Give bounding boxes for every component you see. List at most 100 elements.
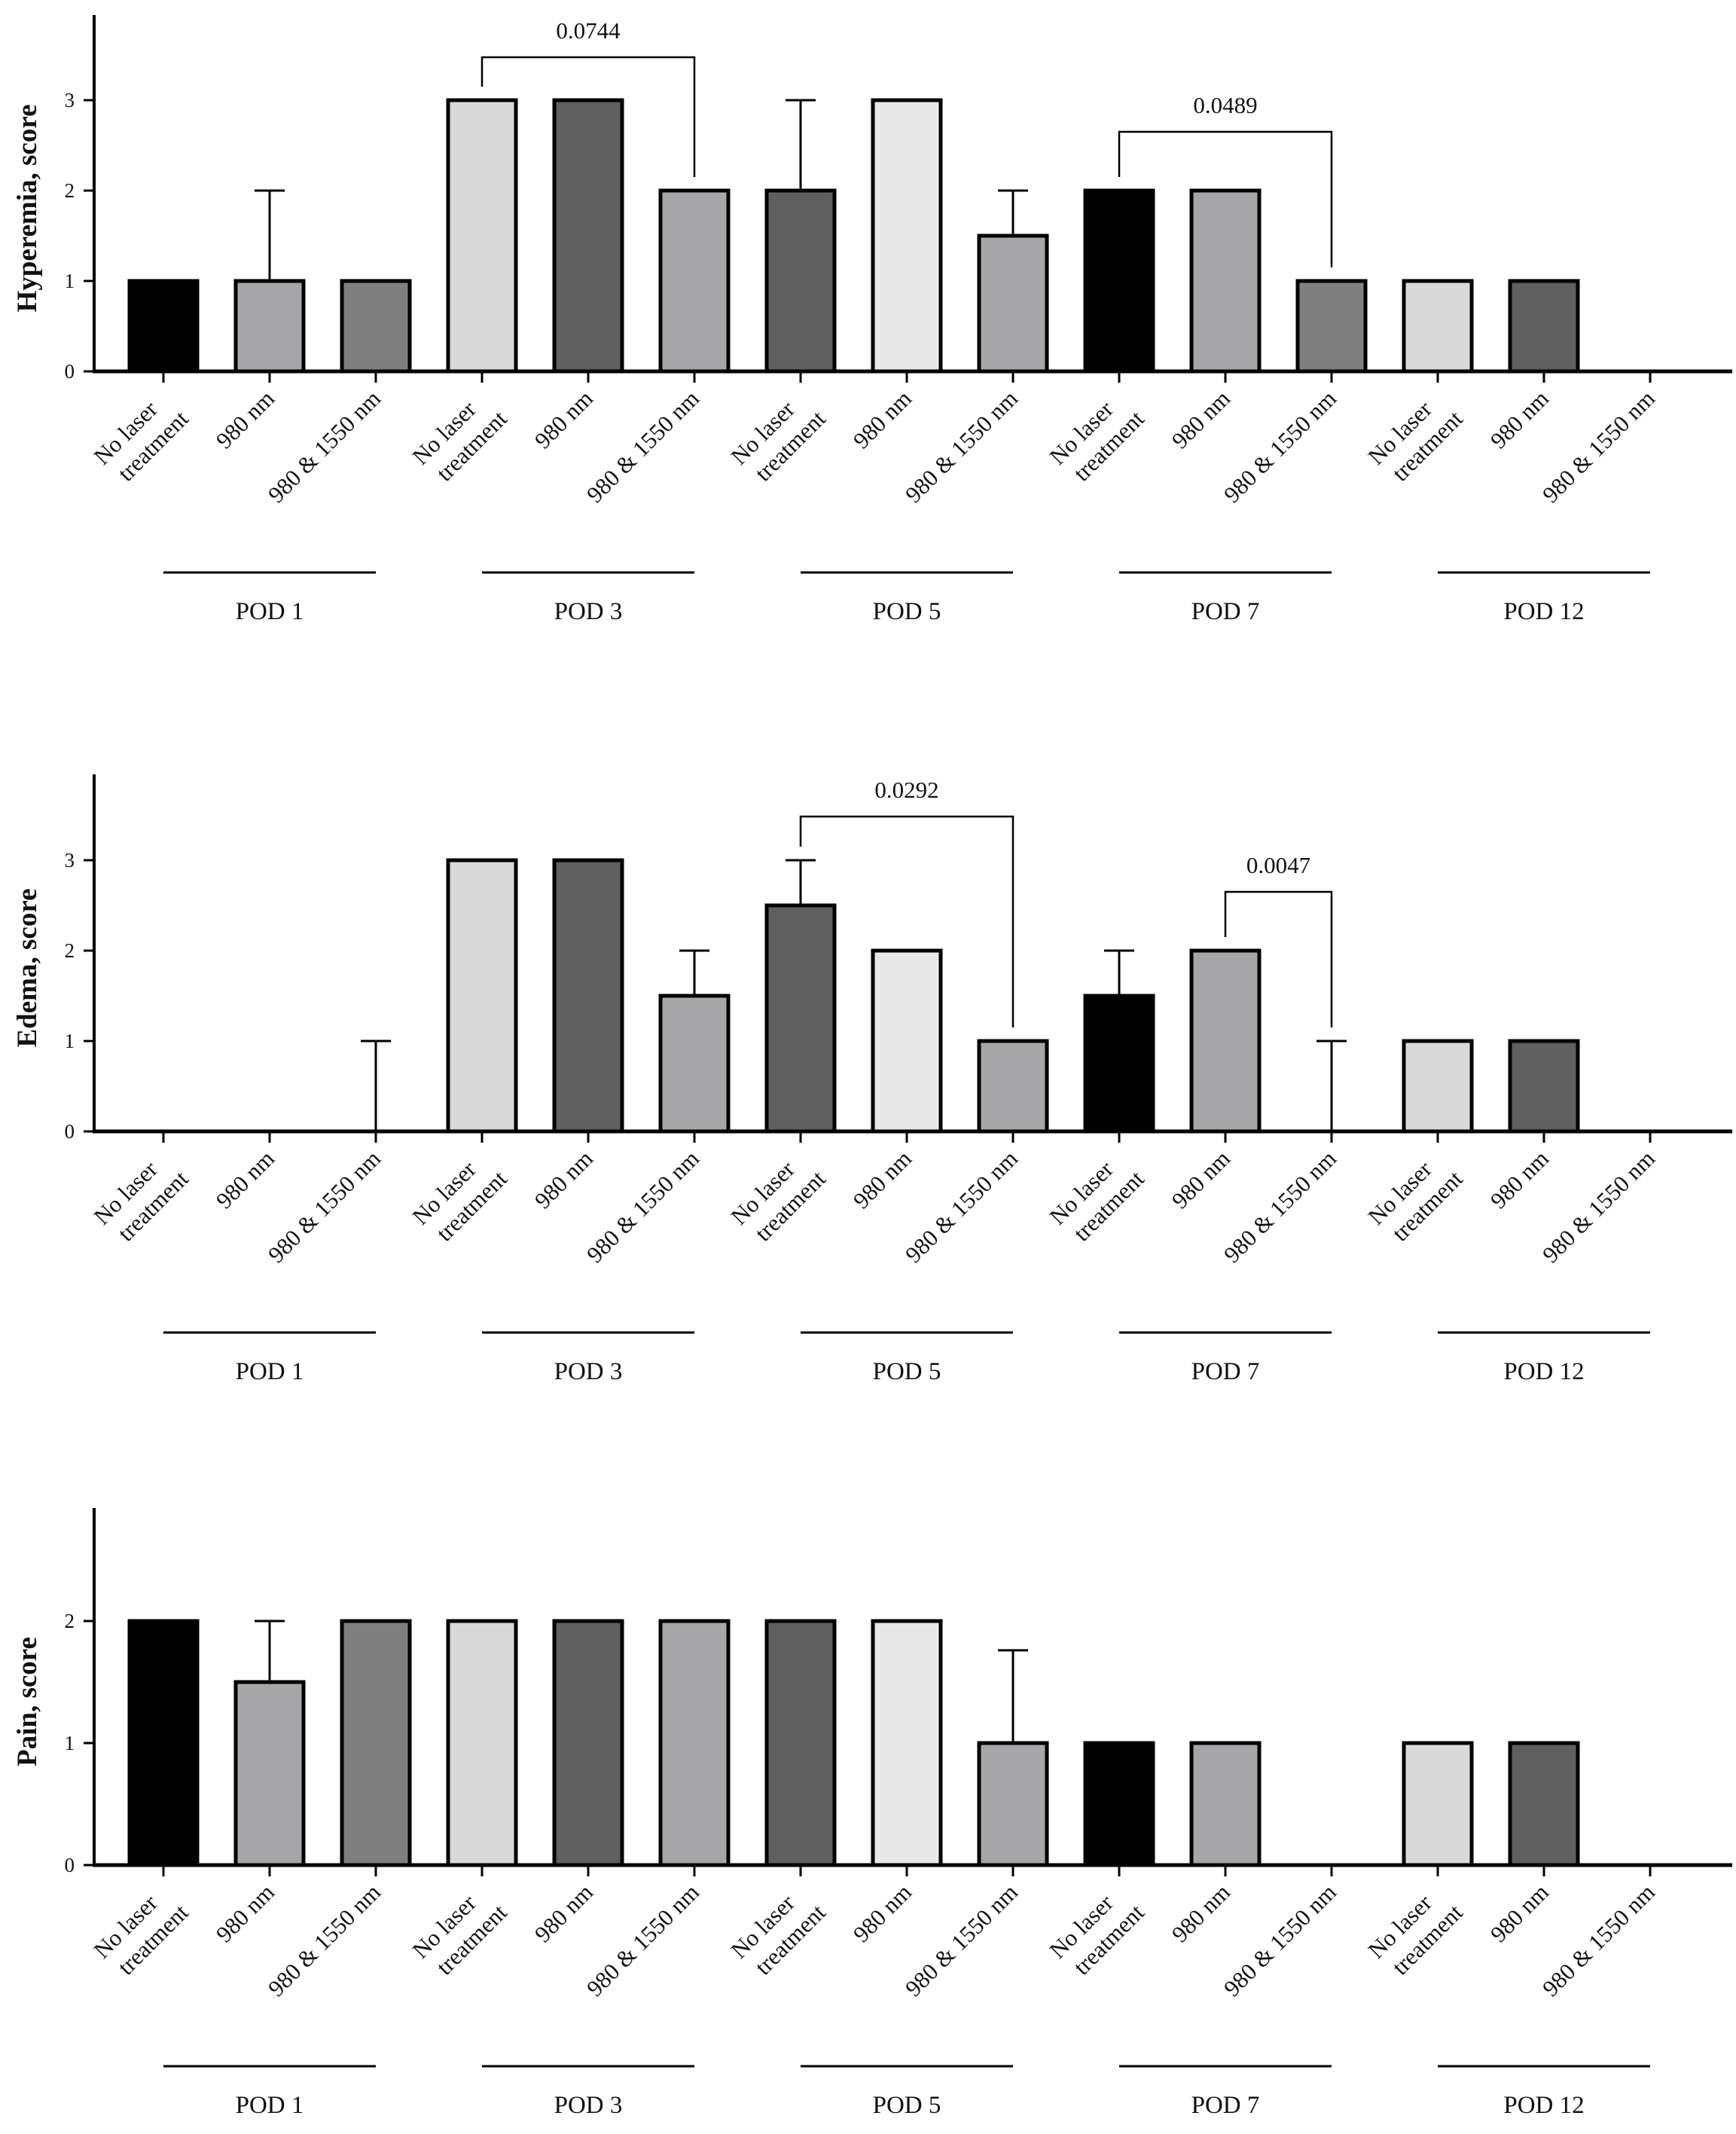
y-tick-label: 1 [65, 270, 75, 292]
x-tick-label: 980 nm [529, 1145, 598, 1214]
x-tick-label: 980 & 1550 nm [581, 1145, 704, 1268]
p-value-label: 0.0744 [556, 17, 621, 44]
bar [658, 994, 731, 1134]
x-tick-label: 980 nm [529, 385, 598, 453]
group-label: POD 12 [1503, 1358, 1584, 1385]
p-value-label: 0.0489 [1193, 92, 1257, 118]
bar [233, 279, 306, 374]
bar [764, 188, 837, 374]
x-tick-label: 980 nm [211, 1879, 279, 1947]
bar [658, 1619, 731, 1867]
x-tick-label: 980 & 1550 nm [1537, 1145, 1660, 1268]
bar [977, 234, 1049, 374]
x-tick-label: 980 & 1550 nm [581, 385, 704, 508]
bar [340, 279, 412, 374]
x-tick-label: 980 & 1550 nm [581, 1879, 704, 2001]
bar [446, 1619, 518, 1867]
x-tick-label: 980 nm [1485, 1145, 1554, 1214]
bar [977, 1741, 1049, 1867]
x-tick-label: 980 & 1550 nm [1537, 385, 1660, 508]
group-label: POD 7 [1191, 1358, 1260, 1385]
bar [977, 1039, 1049, 1134]
x-tick-label: 980 & 1550 nm [900, 1879, 1023, 2001]
group-label: POD 3 [554, 1358, 623, 1385]
x-tick-label: 980 nm [1485, 385, 1554, 453]
group-label: POD 3 [554, 598, 623, 625]
group-label: POD 5 [873, 1358, 941, 1385]
p-value-label: 0.0292 [874, 777, 938, 803]
x-tick-label: 980 nm [848, 385, 917, 453]
significance-bracket [799, 815, 1014, 1027]
x-tick-label: No lasertreatment [88, 385, 194, 490]
group-label: POD 12 [1503, 2092, 1584, 2119]
x-tick-label: No lasertreatment [407, 385, 512, 490]
x-tick-label: 980 nm [1167, 385, 1235, 453]
bar [1083, 188, 1155, 374]
y-tick-label: 0 [65, 360, 75, 383]
x-tick-label: No lasertreatment [407, 1145, 512, 1250]
y-tick-label: 3 [65, 89, 75, 111]
group-label: POD 7 [1191, 598, 1260, 625]
y-axis-label: Pain, score [12, 1637, 43, 1766]
bar [552, 1619, 624, 1867]
x-tick-label: No lasertreatment [88, 1879, 194, 1984]
x-tick-label: No lasertreatment [725, 1145, 831, 1250]
x-tick-label: 980 nm [848, 1879, 917, 1947]
bar [1189, 1741, 1262, 1867]
bar [1083, 1741, 1155, 1867]
x-tick-label: No lasertreatment [1044, 1145, 1149, 1250]
y-axis-label: Hyperemia, score [12, 104, 43, 312]
group-label: POD 3 [554, 2092, 623, 2119]
y-tick-label: 1 [65, 1732, 75, 1754]
bar [764, 1619, 837, 1867]
group-label: POD 5 [873, 2092, 941, 2119]
x-tick-label: 980 & 1550 nm [263, 1879, 386, 2001]
x-tick-label: No lasertreatment [1362, 385, 1468, 490]
y-tick-label: 0 [65, 1854, 75, 1876]
x-tick-label: 980 & 1550 nm [263, 1145, 386, 1268]
group-label: POD 7 [1191, 2092, 1260, 2119]
bar [1508, 279, 1580, 374]
bar [871, 1619, 943, 1867]
group-label: POD 1 [236, 1358, 304, 1385]
group-label: POD 1 [236, 598, 304, 625]
bar [340, 1619, 412, 1867]
bar [1402, 279, 1474, 374]
bar [1402, 1039, 1474, 1134]
x-tick-label: 980 nm [211, 1145, 279, 1214]
x-tick-label: No lasertreatment [1362, 1879, 1468, 1984]
x-tick-label: 980 nm [529, 1879, 598, 1947]
bar [127, 279, 200, 374]
x-tick-label: 980 & 1550 nm [1219, 1145, 1341, 1268]
bar [1295, 279, 1368, 374]
bar [1083, 994, 1155, 1134]
x-tick-label: No lasertreatment [1362, 1145, 1468, 1250]
bar [233, 1680, 306, 1867]
x-tick-label: No lasertreatment [1044, 1879, 1149, 1984]
y-tick-label: 3 [65, 849, 75, 872]
group-label: POD 5 [873, 598, 941, 625]
bar [446, 98, 518, 374]
x-tick-label: 980 & 1550 nm [1219, 1879, 1341, 2001]
bar [1508, 1039, 1580, 1134]
bar [764, 903, 837, 1134]
x-tick-label: No lasertreatment [1044, 385, 1149, 490]
x-tick-label: No lasertreatment [725, 385, 831, 490]
y-tick-label: 0 [65, 1120, 75, 1143]
x-tick-label: 980 & 1550 nm [263, 385, 386, 508]
bar [658, 188, 731, 374]
bar [552, 858, 624, 1134]
x-tick-label: 980 & 1550 nm [1537, 1879, 1660, 2001]
bar [1508, 1741, 1580, 1867]
p-value-label: 0.0047 [1246, 852, 1310, 878]
group-label: POD 12 [1503, 598, 1584, 625]
y-tick-label: 2 [65, 939, 75, 962]
y-tick-label: 2 [65, 1610, 75, 1632]
x-tick-label: 980 nm [211, 385, 279, 453]
bar [1402, 1741, 1474, 1867]
bar [127, 1619, 200, 1867]
significance-bracket [1118, 130, 1333, 267]
